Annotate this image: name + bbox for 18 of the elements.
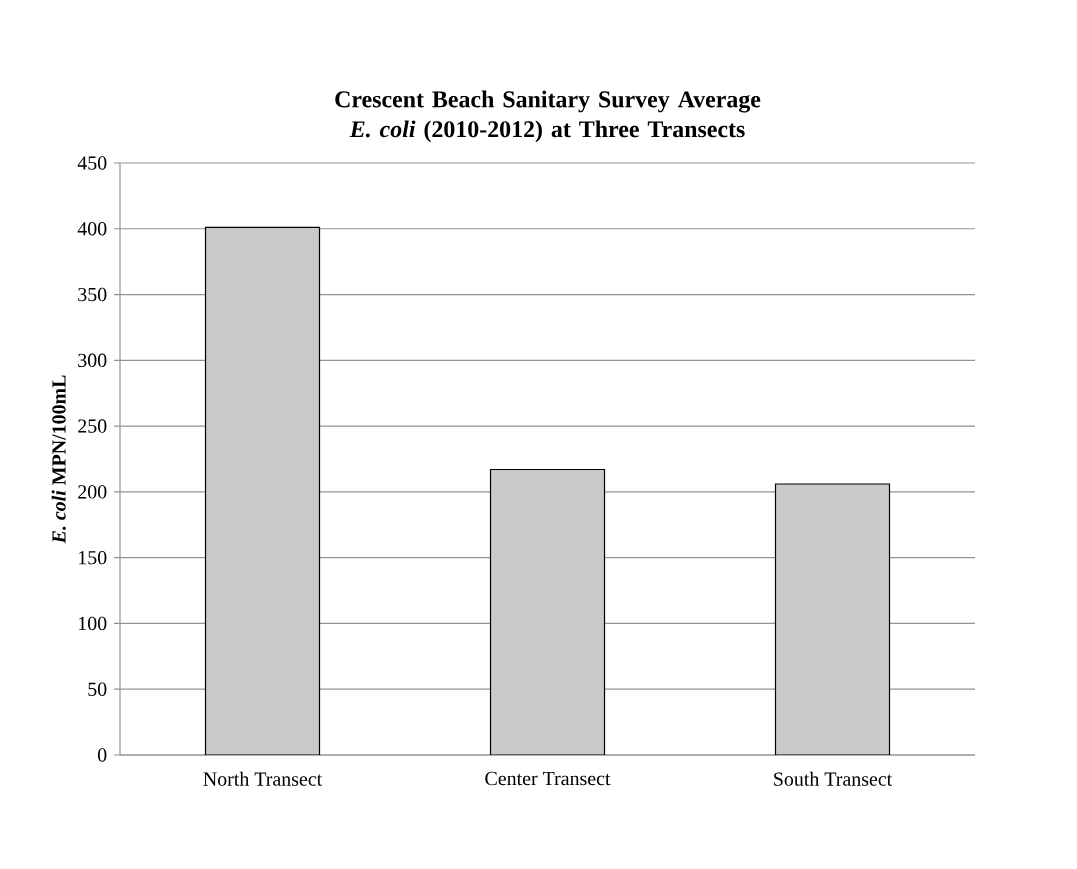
y-tick-label: 300 [78,353,107,368]
x-tick-label: Center Transect [485,771,611,786]
chart-title: Crescent Beach Sanitary Survey Average E. coli (2010-2012) at Three Transects [335,90,761,143]
y-tick-label: 200 [78,485,107,499]
y-axis-title: E. coli MPN/100mL [51,375,66,544]
y-tick-label: 350 [78,287,107,302]
y-tick-label: 450 [77,156,107,170]
y-tick-label: 250 [78,419,107,433]
y-tick-label: 100 [79,616,107,631]
y-tick-label: 400 [77,222,107,236]
y-tick-label: 150 [79,550,107,565]
y-tick-label: 50 [88,682,107,696]
x-tick-label: North Transect [203,771,323,786]
bar [489,468,606,755]
y-tick-label: 0 [97,748,107,762]
x-tick-label: South Transect [774,771,893,786]
bar [204,226,321,755]
bar [774,483,891,755]
